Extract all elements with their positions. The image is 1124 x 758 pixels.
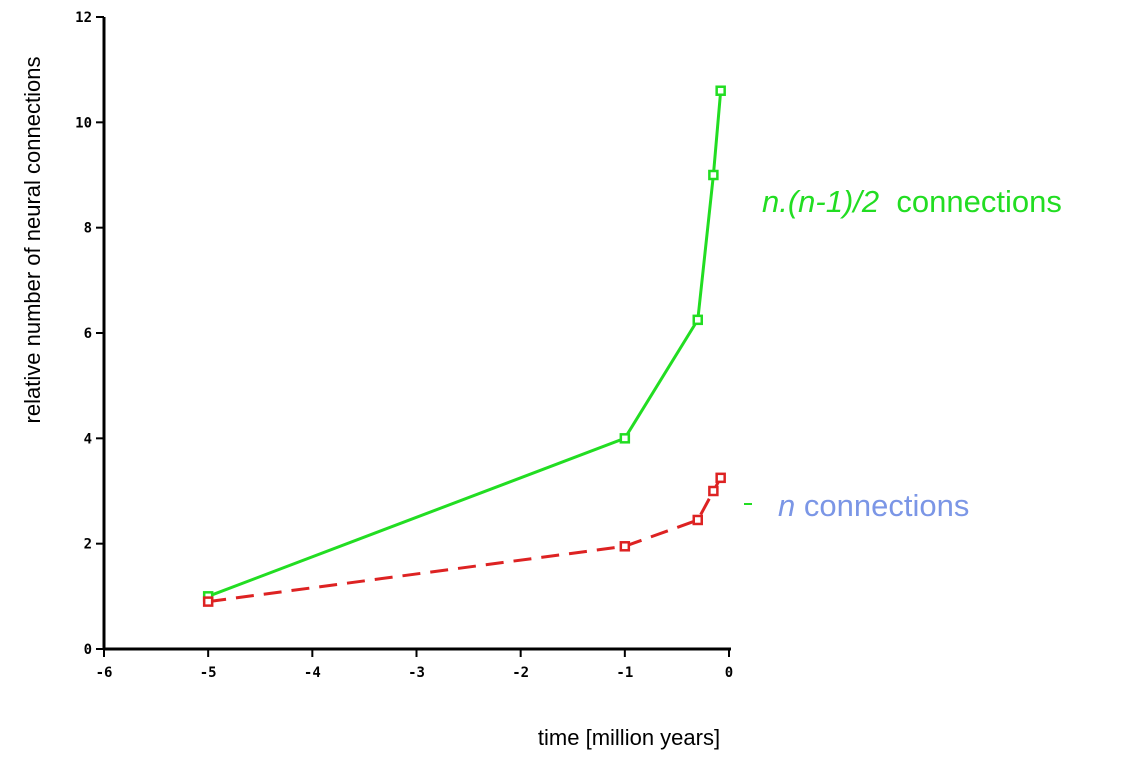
data-point — [619, 433, 631, 444]
data-point — [619, 541, 631, 552]
x-tick-label: -5 — [200, 665, 217, 681]
x-tick-label: 0 — [725, 665, 733, 681]
series-quadratic — [202, 85, 726, 602]
series-layer — [202, 85, 726, 607]
x-ticks: -6 -5 -4 -3 -2 -1 0 — [96, 649, 733, 681]
series-label-linear-spacer — [795, 488, 804, 523]
y-tick-label: 10 — [75, 115, 92, 131]
series-linear — [202, 472, 726, 607]
y-tick-label: 0 — [84, 642, 92, 658]
series-label-linear-formula: n — [778, 488, 795, 523]
series-label-quadratic: n.(n-1)/2 connections — [762, 184, 1062, 219]
y-tick-label: 12 — [75, 10, 92, 26]
data-point — [715, 85, 726, 96]
series-label-quadratic-suffix: connections — [896, 184, 1061, 219]
data-point — [708, 485, 719, 497]
data-point — [708, 169, 719, 181]
series-line — [208, 477, 723, 604]
y-tick-label: 6 — [84, 326, 92, 342]
series-label-linear: n connections — [744, 488, 969, 523]
y-axis-title: relative number of neural connections — [20, 57, 45, 424]
data-point — [692, 514, 703, 526]
y-tick-label: 4 — [84, 431, 92, 447]
svg-text:n.(n-1)/2 connections: n.(n-1)/2 connections — [762, 184, 1062, 219]
x-tick-label: -2 — [512, 665, 529, 681]
x-tick-label: -6 — [96, 665, 113, 681]
y-tick-label: 8 — [84, 221, 92, 237]
data-point — [202, 596, 214, 607]
series-label-quadratic-formula: n.(n-1)/2 — [762, 184, 879, 219]
svg-text:n connections: n connections — [778, 488, 969, 523]
y-tick-label: 2 — [84, 537, 92, 553]
series-line — [207, 90, 723, 598]
y-ticks: 0 2 4 6 8 10 12 — [75, 10, 104, 658]
x-tick-label: -4 — [304, 665, 321, 681]
x-axis-title: time [million years] — [538, 725, 720, 750]
axes — [102, 17, 731, 651]
x-tick-label: -3 — [408, 665, 425, 681]
series-label-quadratic-spacer — [879, 184, 896, 219]
series-label-linear-suffix: connections — [804, 488, 969, 523]
x-tick-label: -1 — [616, 665, 633, 681]
data-point — [715, 472, 726, 484]
data-point — [692, 314, 703, 326]
